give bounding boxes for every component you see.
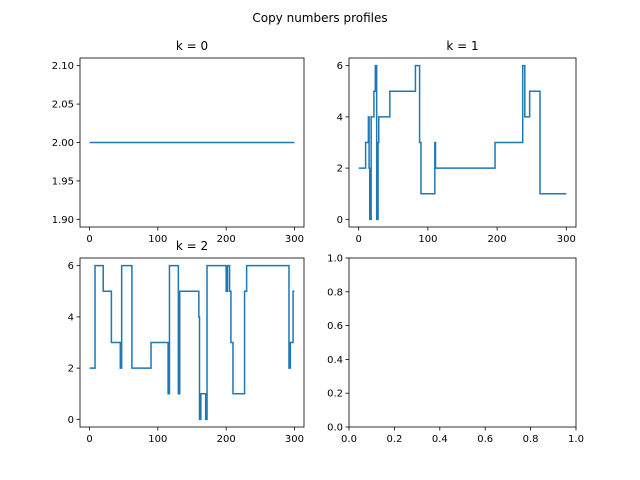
x-tick-label: 300 — [557, 234, 576, 245]
x-tick-label: 0 — [86, 434, 92, 445]
y-tick-label: 0.2 — [327, 389, 343, 400]
x-tick-label: 0 — [356, 234, 362, 245]
y-tick-label: 0.8 — [327, 287, 343, 298]
y-tick-label: 4 — [337, 112, 343, 123]
x-tick-label: 0 — [86, 234, 92, 245]
x-tick-label: 100 — [148, 234, 167, 245]
subplot-2: 0 100 200 300 0 2 4 6 k = 2 — [68, 239, 305, 445]
y-tick-label: 4 — [68, 312, 74, 323]
subplot-title: k = 1 — [446, 39, 478, 53]
x-tick-label: 200 — [488, 234, 507, 245]
y-tick-label: 1.90 — [52, 215, 74, 226]
axes-frame — [348, 257, 577, 428]
y-tick-label: 0 — [337, 215, 343, 226]
subplot-3: 0.0 0.2 0.4 0.6 0.8 1.0 0.0 0.2 0.4 0.6 0.8 1.0 — [327, 254, 584, 446]
x-tick-label: 200 — [217, 234, 236, 245]
y-tick-label: 2.05 — [52, 100, 74, 111]
figure-suptitle: Copy numbers profiles — [252, 11, 387, 25]
y-tick-label: 0.4 — [327, 355, 343, 366]
x-tick-label: 0.8 — [523, 434, 539, 445]
y-tick-label: 2.10 — [52, 61, 74, 72]
x-tick-label: 300 — [285, 434, 304, 445]
subplot-title: k = 2 — [176, 239, 208, 253]
axes-frame — [348, 57, 577, 228]
x-tick-label: 300 — [285, 234, 304, 245]
subplot-0: 0 100 200 300 1.90 1.95 2.00 2.05 2.10 k = 0 — [52, 39, 305, 245]
y-tick-label: 2 — [337, 164, 343, 175]
y-tick-label: 1.0 — [327, 254, 343, 265]
y-tick-label: 0.6 — [327, 321, 343, 332]
y-tick-label: 0 — [68, 415, 74, 426]
x-tick-label: 0.4 — [432, 434, 448, 445]
series-line-2-0 — [89, 264, 295, 421]
x-tick-label: 100 — [418, 234, 437, 245]
y-tick-label: 2.00 — [52, 138, 74, 149]
axes-frame — [79, 257, 305, 428]
y-tick-label: 1.95 — [52, 176, 74, 187]
y-tick-label: 2 — [68, 364, 74, 375]
y-tick-label: 6 — [337, 61, 343, 72]
x-tick-label: 0.0 — [341, 434, 357, 445]
y-tick-label: 0.0 — [327, 423, 343, 434]
x-tick-label: 100 — [148, 434, 167, 445]
x-tick-label: 1.0 — [568, 434, 584, 445]
x-tick-label: 200 — [217, 434, 236, 445]
y-tick-label: 6 — [68, 261, 74, 272]
subplot-title: k = 0 — [176, 39, 208, 53]
x-tick-label: 0.2 — [386, 434, 402, 445]
subplot-1: 0 100 200 300 0 2 4 6 k = 1 — [337, 39, 577, 245]
series-line-1-0 — [358, 64, 567, 221]
x-tick-label: 0.6 — [477, 434, 493, 445]
